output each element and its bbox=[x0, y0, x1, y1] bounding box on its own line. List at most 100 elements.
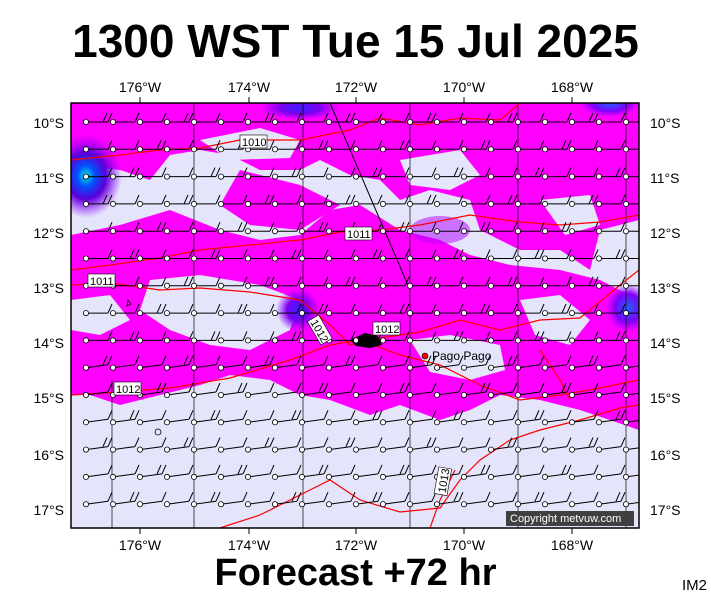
wind-barb bbox=[217, 410, 248, 426]
wind-barb bbox=[83, 382, 113, 398]
lon-label: 172°W bbox=[335, 79, 378, 95]
wind-barb bbox=[487, 331, 518, 344]
wind-barb bbox=[542, 355, 572, 371]
wind-barb bbox=[136, 249, 167, 262]
wind-barb bbox=[596, 194, 626, 207]
wind-barb bbox=[379, 331, 410, 344]
wind-barb bbox=[325, 355, 356, 371]
wind-barb bbox=[325, 464, 356, 480]
wind-barb bbox=[487, 355, 518, 371]
wind-barb bbox=[325, 167, 356, 180]
wind-barb bbox=[190, 194, 221, 207]
wind-barb bbox=[596, 491, 626, 508]
wind-barb bbox=[163, 221, 194, 235]
wind-barb bbox=[515, 249, 545, 262]
wind-barb bbox=[298, 194, 329, 207]
wind-barb bbox=[163, 331, 194, 344]
isobar-label: 1013 bbox=[436, 468, 452, 494]
wind-barb bbox=[433, 437, 464, 453]
wind-barb bbox=[433, 276, 464, 289]
wind-barb bbox=[542, 410, 572, 426]
wind-barb bbox=[163, 249, 194, 262]
wind-barb bbox=[163, 194, 194, 207]
wind-barb bbox=[352, 276, 383, 289]
lon-label: 174°W bbox=[228, 537, 271, 553]
wind-barb bbox=[623, 337, 639, 344]
wind-barb bbox=[542, 437, 572, 453]
lat-label: 13°S bbox=[33, 280, 64, 296]
wind-barb bbox=[515, 112, 545, 126]
wind-barb bbox=[352, 194, 383, 207]
wind-barb bbox=[433, 194, 464, 207]
wind-barb bbox=[379, 276, 410, 289]
lat-label: 10°S bbox=[33, 115, 64, 131]
wind-barb bbox=[217, 331, 248, 344]
calm-region bbox=[410, 335, 505, 380]
wind-barb bbox=[136, 331, 167, 344]
map-title: 1300 WST Tue 15 Jul 2025 bbox=[72, 15, 639, 67]
wind-barb bbox=[352, 167, 383, 180]
wind-barb bbox=[110, 355, 140, 371]
wind-barb bbox=[271, 491, 302, 508]
lat-label: 14°S bbox=[650, 335, 681, 351]
wind-barb bbox=[460, 112, 491, 126]
wind-barb bbox=[569, 355, 599, 371]
wind-barb bbox=[379, 355, 410, 371]
wind-barb bbox=[406, 464, 437, 480]
wind-barb bbox=[136, 491, 167, 508]
wind-barb bbox=[83, 437, 113, 453]
wind-barb bbox=[83, 355, 113, 371]
wind-barb bbox=[352, 112, 383, 126]
wind-barb bbox=[623, 119, 639, 126]
calm-region bbox=[71, 295, 130, 335]
wind-barb bbox=[217, 355, 248, 371]
wind-barb bbox=[83, 249, 113, 262]
wind-barb bbox=[190, 221, 221, 235]
wind-barb bbox=[298, 382, 329, 398]
wind-barb bbox=[569, 140, 599, 153]
wind-barb bbox=[569, 303, 599, 317]
wind-barb bbox=[596, 382, 626, 398]
wind-barb bbox=[325, 112, 356, 126]
wind-barb bbox=[83, 410, 113, 426]
wind-barb bbox=[487, 112, 518, 126]
wind-barb bbox=[110, 410, 140, 426]
wind-barb bbox=[244, 112, 275, 126]
wind-barb bbox=[379, 194, 410, 207]
wind-barb bbox=[542, 221, 572, 235]
wind-barb bbox=[163, 140, 194, 153]
wind-barb bbox=[244, 303, 275, 317]
lat-label: 16°S bbox=[33, 447, 64, 463]
wind-barb bbox=[110, 112, 140, 126]
wind-barb bbox=[110, 194, 140, 207]
wind-barb bbox=[325, 437, 356, 453]
wind-barb bbox=[569, 382, 599, 398]
isobar-label: 1011 bbox=[90, 276, 114, 288]
wind-barb bbox=[487, 167, 518, 180]
wind-barb bbox=[163, 355, 194, 371]
wind-barb bbox=[217, 303, 248, 317]
wind-barb bbox=[623, 501, 639, 508]
wind-barb bbox=[515, 331, 545, 344]
lon-label: 176°W bbox=[119, 537, 162, 553]
wind-barb bbox=[352, 464, 383, 480]
wind-barb bbox=[460, 464, 491, 480]
wind-barb bbox=[352, 437, 383, 453]
wind-barb bbox=[190, 382, 221, 398]
wind-barb bbox=[244, 221, 275, 235]
lat-label: 17°S bbox=[33, 502, 64, 518]
wind-barb bbox=[136, 355, 167, 371]
wind-maximum bbox=[260, 103, 340, 120]
wind-barb bbox=[298, 491, 329, 508]
wind-barb bbox=[487, 140, 518, 153]
wind-barb bbox=[379, 437, 410, 453]
wind-barb bbox=[569, 464, 599, 480]
wind-maximum bbox=[410, 216, 470, 244]
wind-barb bbox=[217, 112, 248, 126]
wind-barb bbox=[596, 112, 626, 126]
wind-barb bbox=[487, 410, 518, 426]
place-marker bbox=[421, 352, 429, 360]
lat-label: 11°S bbox=[35, 170, 64, 186]
wind-barb bbox=[190, 491, 221, 508]
